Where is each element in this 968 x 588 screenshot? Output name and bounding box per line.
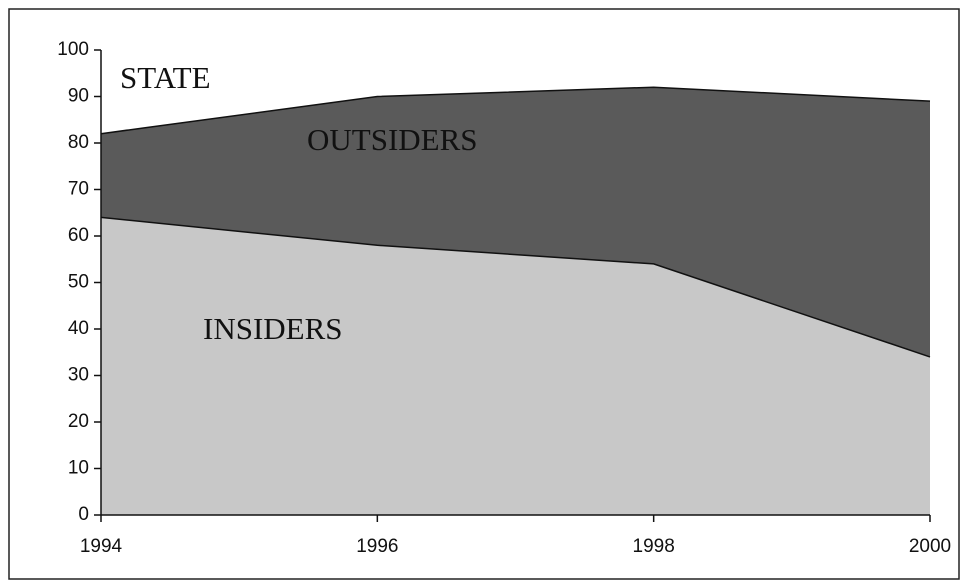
series-label: OUTSIDERS (307, 122, 478, 157)
area-edge (100, 86, 931, 135)
y-tick-label: 40 (68, 318, 89, 339)
y-tick-label: 0 (78, 504, 89, 525)
area (101, 217, 930, 515)
x-tick-label: 1998 (633, 536, 675, 557)
series-label: INSIDERS (203, 311, 343, 346)
x-tick-label: 1994 (80, 536, 123, 557)
y-tick-label: 90 (68, 86, 89, 107)
x-tick-label: 2000 (909, 536, 951, 557)
y-tick-label: 20 (68, 411, 89, 432)
y-tick-label: 70 (68, 179, 89, 200)
x-tick-label: 1996 (356, 536, 398, 557)
y-tick-label: 30 (68, 365, 89, 386)
state-label: STATE (120, 60, 211, 95)
area-edge (100, 216, 931, 358)
y-tick-label: 50 (68, 272, 89, 293)
y-tick-label: 60 (68, 225, 89, 246)
y-tick-label: 100 (57, 39, 89, 60)
y-tick-label: 80 (68, 132, 89, 153)
y-tick-label: 10 (68, 458, 89, 479)
plot-area: 0 10 20 30 40 50 60 70 80 90 100 1994 1996 1998 2000 (57, 39, 951, 557)
area (101, 87, 930, 357)
